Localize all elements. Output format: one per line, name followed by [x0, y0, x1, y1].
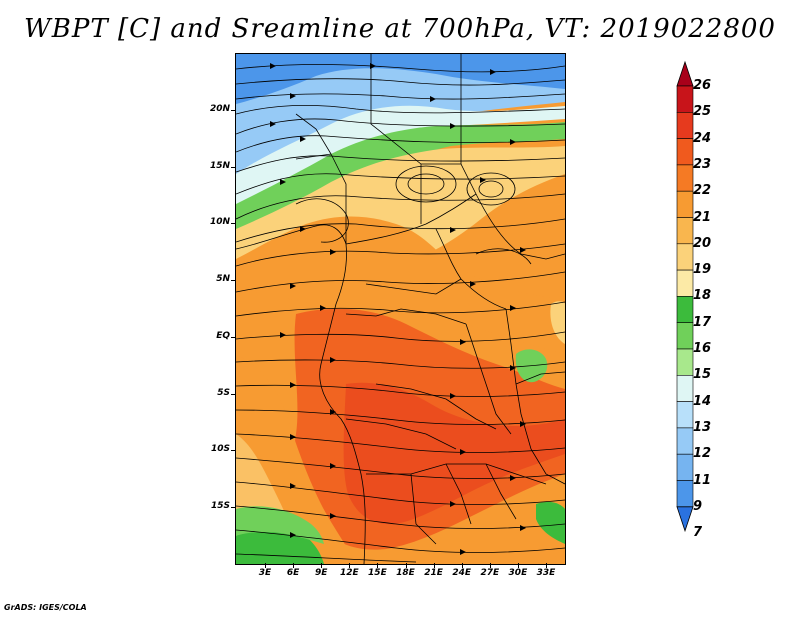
longitude-tick	[321, 563, 323, 568]
latitude-label: 5S	[217, 387, 230, 398]
latitude-tick	[231, 506, 236, 508]
latitude-label: 20N	[209, 104, 230, 114]
colorbar-segment	[676, 164, 694, 192]
plot-title: WBPT [C] and Sreamline at 700hPa, VT: 20…	[24, 14, 776, 44]
colorbar-segment	[676, 111, 694, 139]
longitude-tick	[489, 563, 491, 568]
colorbar-segment	[676, 190, 694, 218]
colorbar-segment	[676, 427, 694, 455]
east-yellow-field	[550, 301, 565, 344]
south-deep-red-field	[343, 382, 565, 525]
colorbar-segment	[676, 269, 694, 297]
longitude-tick	[265, 563, 266, 568]
latitude-label: EQ	[216, 330, 230, 341]
latitude-label: 10N	[209, 217, 230, 228]
longitude-label: 30E	[508, 568, 528, 578]
latitude-tick	[231, 223, 236, 225]
streamlines	[236, 64, 565, 563]
longitude-label: 12E	[339, 568, 359, 578]
colorbar-level-label: 13	[693, 419, 712, 435]
latitude-label: 15N	[209, 160, 230, 171]
band-light-blue-field	[236, 68, 565, 199]
colorbar-level-label: 23	[693, 156, 712, 172]
colorbar-segment	[676, 85, 694, 113]
longitude-label: 21E	[424, 568, 443, 578]
longitude-label: 27E	[480, 568, 500, 578]
colorbar-level-label: 17	[693, 314, 712, 330]
longitude-tick	[349, 563, 351, 568]
southwest-light-green-field	[236, 506, 324, 544]
colorbar-segment	[676, 374, 694, 402]
latitude-tick	[231, 280, 236, 282]
colorbar-level-label: 25	[693, 104, 712, 120]
longitude-label: 33E	[536, 568, 556, 578]
longitude-tick	[405, 563, 407, 568]
longitude-label: 9E	[314, 568, 328, 578]
longitude-tick	[377, 563, 379, 568]
colorbar-level-label: 19	[693, 262, 712, 278]
latitude-tick	[231, 336, 236, 338]
colorbar-top-arrow	[676, 60, 694, 87]
longitude-label: 6E	[286, 568, 300, 578]
longitude-tick	[461, 563, 463, 568]
colorbar-level-label: 9	[693, 498, 703, 514]
colorbar-segment	[676, 138, 694, 166]
colorbar-segment	[676, 217, 694, 245]
longitude-label: 24E	[452, 568, 472, 578]
longitude-label: 15E	[368, 568, 387, 578]
latitude-tick	[231, 393, 236, 395]
longitude-tick	[517, 563, 519, 568]
latitude-label: 15S	[210, 500, 230, 511]
colorbar-level-label: 7	[693, 525, 703, 541]
country-borders	[236, 54, 565, 564]
longitude-tick	[293, 563, 295, 568]
colorbar-level-label: 26	[693, 78, 712, 93]
longitude-label: 3E	[258, 568, 272, 578]
southeast-green-field	[536, 501, 565, 544]
map-svg	[236, 54, 565, 564]
longitude-tick	[433, 563, 435, 568]
colorbar-level-label: 12	[693, 446, 712, 462]
credit-text: GrADS: IGES/COLA	[4, 603, 87, 612]
latitude-tick	[231, 166, 236, 168]
colorbar-segment	[676, 322, 694, 350]
colorbar-level-label: 11	[693, 472, 712, 488]
latitude-label: 10S	[210, 444, 230, 455]
longitude-label: 18E	[396, 568, 415, 578]
colorbar-level-label: 14	[693, 393, 712, 409]
colorbar-segment	[676, 401, 694, 429]
colorbar-segment	[676, 296, 694, 323]
colorbar-level-label: 20	[693, 235, 712, 251]
map-panel	[235, 53, 566, 565]
colorbar-level-label: 15	[693, 367, 712, 383]
longitude-tick	[546, 563, 547, 568]
colorbar-level-label: 24	[693, 130, 712, 146]
colorbar-level-label: 18	[693, 288, 712, 304]
latitude-label: 5N	[216, 274, 230, 285]
colorbar-segment	[676, 453, 694, 481]
colorbar	[676, 60, 694, 533]
latitude-tick	[231, 450, 236, 452]
colorbar-segment	[676, 348, 694, 376]
colorbar-bottom-arrow	[676, 506, 694, 533]
colorbar-level-label: 22	[693, 183, 712, 199]
streamline-arrows	[270, 63, 526, 555]
colorbar-level-label: 21	[693, 209, 712, 225]
latitude-tick	[231, 110, 236, 111]
colorbar-level-label: 16	[693, 341, 712, 356]
orange-mid-field	[236, 216, 565, 354]
colorbar-segment	[676, 243, 694, 271]
colorbar-segment	[676, 480, 694, 508]
